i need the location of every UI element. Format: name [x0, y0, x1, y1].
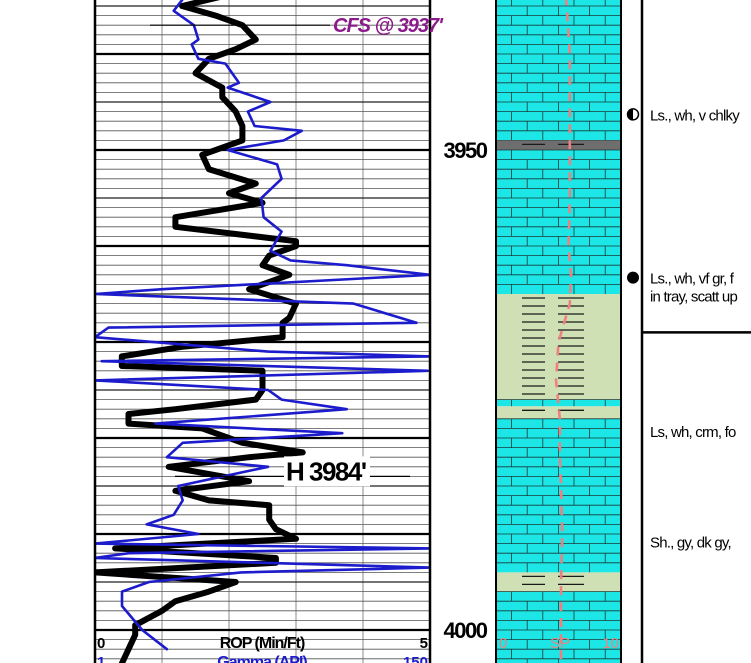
description-text: Sh., gy, dk gy,	[650, 535, 731, 552]
gamma-curve	[95, 0, 430, 651]
horizon-annotation: H 3984'	[286, 456, 366, 486]
sp-scale-max: 10	[602, 635, 619, 652]
rop-scale-max: 5	[420, 635, 428, 652]
cfs-annotation: CFS @ 3937'	[333, 15, 444, 37]
lithology-column	[496, 0, 621, 663]
description-text: Ls., wh, v chlky	[650, 107, 740, 124]
description-text-line2: in tray, scatt up	[650, 289, 737, 306]
annotations: CFS @ 3937' H 3984'	[150, 15, 445, 487]
gamma-scale-min: 1	[97, 654, 105, 663]
sp-scale-name: SP	[550, 635, 570, 652]
depth-axis: 3950 4000	[444, 138, 490, 643]
track-scales: 0 ROP (Min/Ft) 5 1 Gamma (API) 150 0 SP …	[97, 635, 619, 663]
rop-gamma-track	[93, 0, 432, 663]
description-track: Ls., wh, v chlky Ls., wh, vf gr, fin tray…	[626, 0, 751, 663]
rop-scale-name: ROP (Min/Ft)	[220, 635, 305, 652]
sp-scale-min: 0	[499, 635, 507, 652]
log-curves	[95, 0, 430, 663]
depth-label: 4000	[444, 618, 488, 643]
horizon-label-bg	[284, 456, 370, 487]
description-text: Ls, wh, crm, fo	[650, 424, 736, 441]
description-text: Ls., wh, vf gr, f	[650, 271, 735, 288]
track-grid	[95, 0, 430, 663]
dark-shale-interval	[496, 140, 621, 150]
depth-label: 3950	[444, 138, 488, 163]
rop-scale-min: 0	[97, 635, 105, 652]
description-items: Ls., wh, v chlky Ls., wh, vf gr, fin tray…	[626, 107, 751, 552]
gamma-scale-max: 150	[403, 654, 428, 663]
shale-interval	[496, 572, 621, 592]
sample-marker-filled	[627, 271, 639, 284]
gamma-scale-name: Gamma (API)	[217, 654, 307, 663]
lithology-track	[495, 0, 622, 663]
sample-marker-half-fill	[627, 108, 633, 120]
